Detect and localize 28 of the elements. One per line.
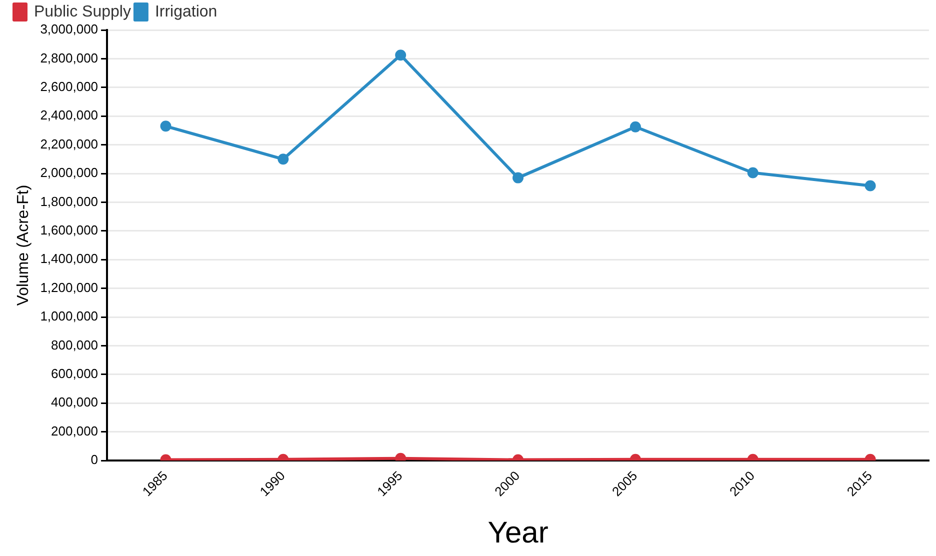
y-tick-label: 1,200,000 (40, 280, 98, 295)
y-tick-label: 2,000,000 (40, 165, 98, 180)
y-tick-label: 2,800,000 (40, 50, 98, 66)
y-tick-label: 2,200,000 (40, 136, 98, 152)
point (278, 154, 289, 165)
y-tick-label: 400,000 (51, 394, 98, 410)
y-axis-title: Volume (Acre-Ft) (15, 184, 32, 306)
y-tick-label: 2,600,000 (40, 78, 98, 94)
y-tick-label: 0 (90, 452, 98, 468)
legend-label: Irrigation (154, 3, 218, 20)
point (630, 121, 641, 132)
y-tick-label: 2,400,000 (40, 108, 98, 123)
point (395, 452, 406, 461)
y-tick-label: 600,000 (51, 366, 98, 381)
y-tick-label: 1,800,000 (40, 194, 98, 209)
legend-label: Public Supply (34, 3, 131, 20)
y-tick-label: 1,000,000 (40, 308, 98, 324)
y-tick-label: 1,400,000 (40, 251, 98, 266)
point (395, 50, 406, 61)
point (160, 120, 172, 132)
x-axis-title: Year (488, 516, 548, 550)
point (864, 180, 876, 192)
y-tick-label: 800,000 (51, 337, 98, 352)
y-tick-label: 200,000 (51, 423, 98, 438)
point (747, 167, 758, 178)
y-tick-label: 3,000,000 (40, 22, 98, 37)
y-tick-label: 1,600,000 (40, 222, 98, 238)
point (512, 172, 524, 184)
